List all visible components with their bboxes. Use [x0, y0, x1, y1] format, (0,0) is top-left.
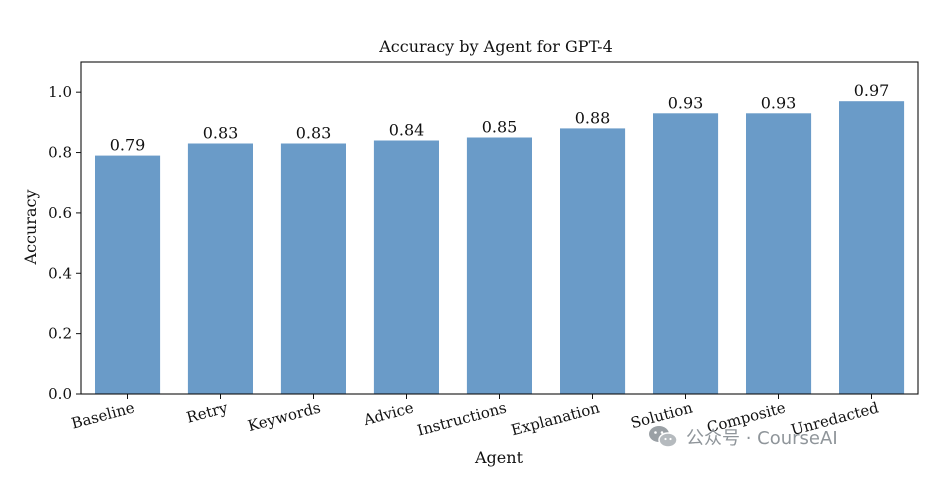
bar-instructions [466, 137, 532, 394]
x-tick-label: Keywords [246, 398, 323, 435]
y-axis: 0.0 0.2 0.4 0.6 0.8 1.0 [48, 83, 81, 403]
bar-value-label: 0.83 [296, 124, 332, 143]
x-tick-label: Instructions [415, 398, 508, 439]
y-axis-title: Accuracy [21, 190, 40, 266]
bar-baseline [95, 155, 161, 394]
bar-value-label: 0.85 [482, 118, 518, 137]
x-tick-label: Baseline [69, 398, 136, 432]
bar-value-label: 0.84 [389, 121, 425, 140]
bar-value-label: 0.88 [575, 108, 611, 127]
bar-composite [746, 113, 812, 395]
bar-advice [373, 140, 439, 394]
y-tick-label: 0.0 [48, 385, 72, 403]
y-tick-label: 0.8 [48, 144, 72, 162]
chart-title: Accuracy by Agent for GPT-4 [378, 37, 613, 56]
wechat-icon [649, 426, 678, 448]
bar-value-label: 0.93 [668, 93, 704, 112]
bar-value-label: 0.83 [203, 124, 239, 143]
y-tick-label: 1.0 [48, 83, 72, 101]
y-tick-label: 0.2 [48, 325, 72, 343]
bar-retry [187, 143, 253, 394]
x-tick-label: Retry [184, 398, 230, 426]
plot-area: 0.79 0.83 0.83 0.84 0.85 0.88 0.93 0.93 0.97 [80, 61, 919, 395]
watermark-text: 公众号 · CourseAI [686, 428, 838, 449]
bar-solution [653, 113, 719, 395]
y-tick-label: 0.4 [48, 264, 72, 282]
bar-value-label: 0.93 [761, 93, 797, 112]
watermark: 公众号 · CourseAI [648, 424, 838, 450]
x-axis-title: Agent [474, 448, 524, 467]
x-tick-label: Advice [361, 398, 416, 429]
bar-explanation [560, 128, 626, 394]
y-tick-label: 0.6 [48, 204, 72, 222]
bar-unredacted [839, 101, 905, 394]
bar-value-label: 0.97 [854, 81, 890, 100]
bar-keywords [280, 143, 346, 394]
x-tick-label: Explanation [509, 398, 602, 439]
bar-value-label: 0.79 [110, 136, 146, 155]
